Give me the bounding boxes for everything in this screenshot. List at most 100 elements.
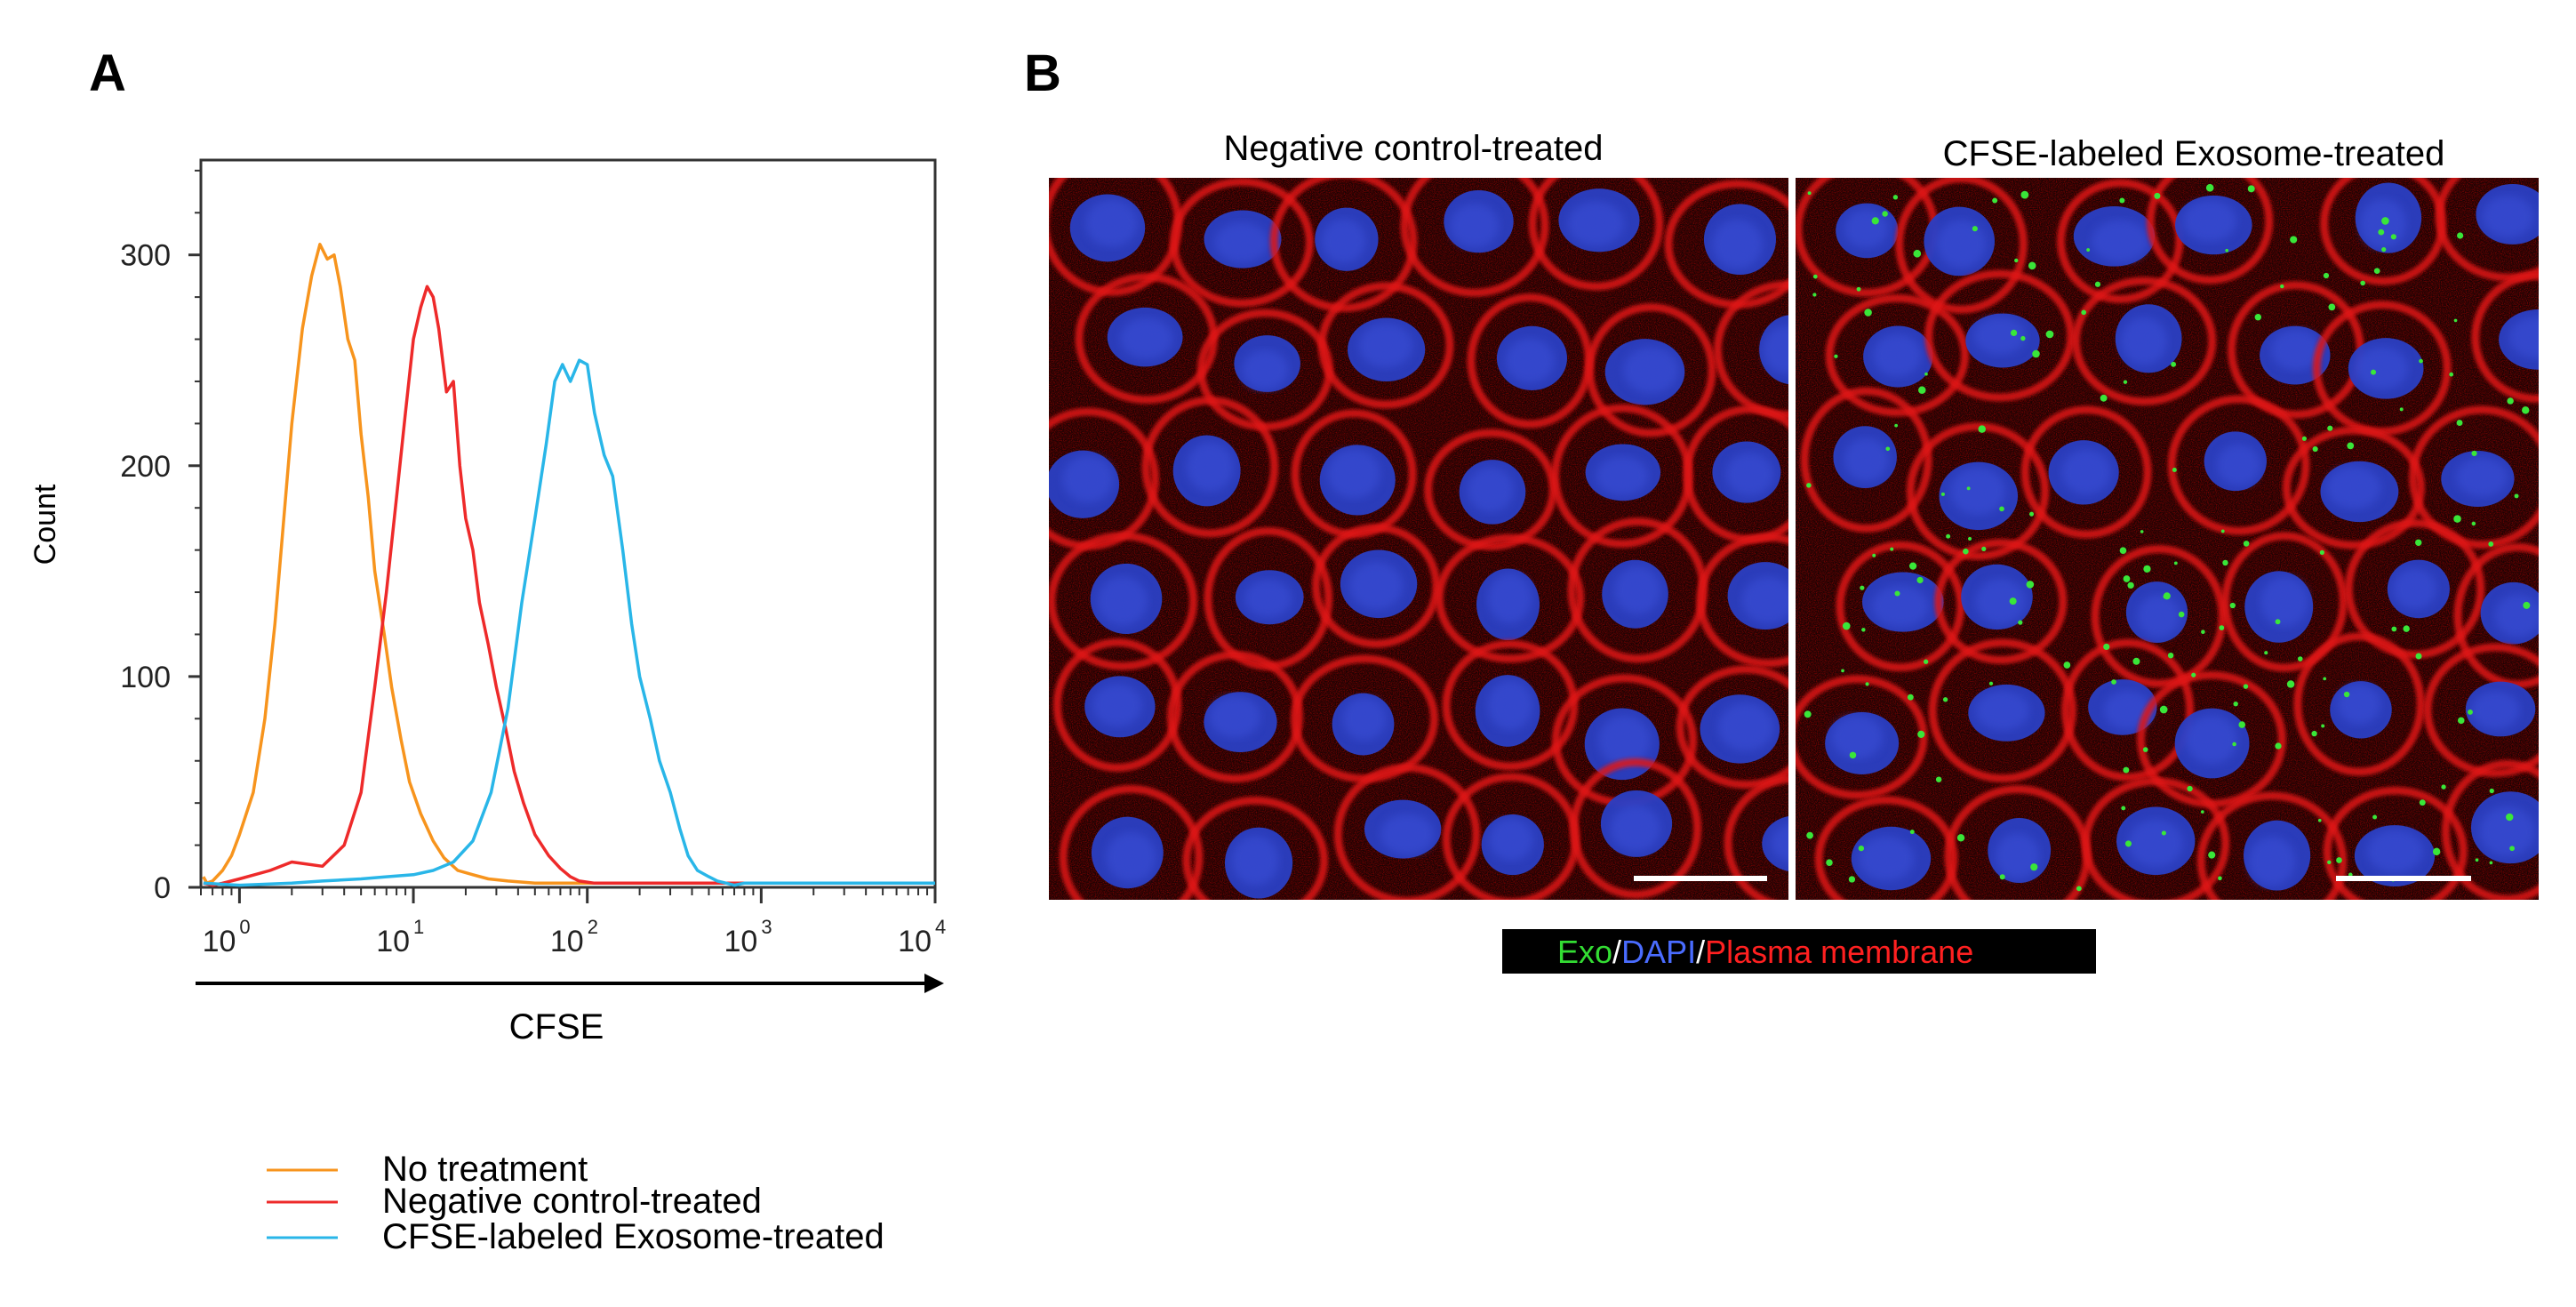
stain-legend-box [1502, 929, 2096, 974]
exosome-dot [1812, 293, 1817, 297]
exosome-dot [2457, 232, 2464, 239]
nucleus-core [2393, 568, 2437, 610]
exosome-dot [2229, 602, 2236, 609]
cell-membrane [1166, 650, 1304, 783]
nucleus-core [1342, 696, 1387, 741]
nucleus-core [1872, 333, 1922, 377]
exosome-dot [1894, 423, 1899, 428]
cell-membrane [2293, 632, 2425, 776]
nucleus-core [2185, 715, 2238, 765]
legend-label-negative-control: Negative control-treated [382, 1182, 762, 1221]
nucleus-core [1717, 702, 1774, 751]
nucleus-core [2508, 316, 2539, 359]
exosome-dot [1940, 492, 1945, 496]
exosome-dot [2081, 309, 2087, 316]
exosome-dot [2458, 717, 2465, 725]
exosome-dot [2124, 840, 2132, 847]
nucleus-core [1831, 715, 1884, 759]
exosome-dot [2123, 766, 2130, 774]
cell-membrane [1528, 178, 1664, 291]
cell-membrane [2435, 178, 2539, 282]
exosome-dot [2280, 284, 2284, 289]
cell-membrane [1796, 675, 1928, 799]
y-tick-label: 0 [154, 871, 171, 905]
scale-bar-right [2336, 876, 2471, 881]
exosome-dot [2238, 721, 2246, 728]
cell-membrane [1928, 638, 2076, 783]
cell-membrane [1182, 796, 1329, 900]
nucleus-core [2356, 347, 2409, 390]
nucleus-core [1489, 818, 1533, 862]
exosome-dot [2301, 436, 2307, 441]
exosome-dot [2171, 361, 2177, 367]
exosome-dot [2468, 709, 2473, 715]
cell-membrane [1317, 282, 1454, 409]
y-tick-label: 300 [120, 239, 171, 273]
exosome-dot [1806, 831, 1813, 839]
exosome-dot [2154, 192, 2161, 199]
nucleus-core [1858, 836, 1915, 881]
exosome-dot [2264, 651, 2268, 655]
exosome-dot [2028, 261, 2036, 270]
exosome-dot [1935, 776, 1942, 782]
nucleus-core [1975, 690, 2030, 731]
plot-frame [199, 158, 937, 889]
exosome-dot [2441, 784, 2446, 790]
exosome-dot [2020, 190, 2029, 199]
x-tick-exponent: 4 [935, 916, 946, 938]
exosome-dot [2312, 446, 2318, 453]
cell-membrane [1895, 178, 2028, 314]
exosome-dot [2506, 813, 2514, 822]
exosome-dot [2471, 521, 2476, 526]
nucleus-core [1106, 832, 1156, 883]
exosome-dot [2143, 565, 2151, 573]
nucleus-core [2367, 830, 2424, 873]
exosome-dot [2009, 597, 2017, 605]
exosome-dot [2086, 248, 2091, 252]
cell-membrane [1836, 541, 1965, 672]
cell-membrane [2471, 272, 2539, 403]
exosome-dot [1841, 669, 1844, 673]
exosome-dot [2243, 684, 2249, 689]
exosome-dot [2489, 788, 2494, 794]
panel-b-label: B [1024, 44, 1061, 102]
cell-membrane [2344, 518, 2485, 659]
nucleus-core [1844, 209, 1889, 248]
nucleus-core [1996, 833, 2040, 879]
nucleus-core [1622, 347, 1679, 394]
exosome-dot [2415, 653, 2422, 660]
nucleus-core [1596, 456, 1649, 496]
exosome-dot [1956, 834, 1965, 842]
exosome-dot [1849, 751, 1857, 759]
exosome-dot [1872, 553, 1876, 557]
exosome-dot [2390, 234, 2396, 240]
nucleus-core [1062, 455, 1114, 503]
nucleus-core [2103, 690, 2152, 730]
cell-membrane [1825, 293, 1970, 417]
exosome-dot [2415, 539, 2422, 546]
exosome-dot [2275, 742, 2282, 750]
cell-membrane [1435, 533, 1585, 663]
nucleus-core [1487, 679, 1533, 731]
exosome-dot [1988, 681, 1994, 686]
exosome-dot [2449, 372, 2454, 377]
nucleus-core [1975, 578, 2027, 625]
exosome-dot [2220, 529, 2225, 533]
cell-membrane [1169, 178, 1314, 308]
nucleus-core [1771, 823, 1788, 862]
exosome-dot [1913, 249, 1922, 258]
exosome-dot [1858, 845, 1865, 852]
exosome-dot [1890, 547, 1894, 551]
exosome-dot [2336, 857, 2342, 863]
nucleus-core [2260, 576, 2308, 628]
exosome-dot [2121, 806, 2126, 811]
exosome-dot [1908, 562, 1917, 570]
exosome-dot [2172, 467, 2177, 473]
cell-membrane [2146, 178, 2274, 285]
nucleus-core [2271, 329, 2321, 371]
stain-sep-2: / [1696, 934, 1705, 970]
cell-membrane [1049, 532, 1198, 670]
exosome-dot [2523, 601, 2531, 609]
cell-membrane [2453, 542, 2539, 689]
exosome-dot [2371, 369, 2377, 375]
